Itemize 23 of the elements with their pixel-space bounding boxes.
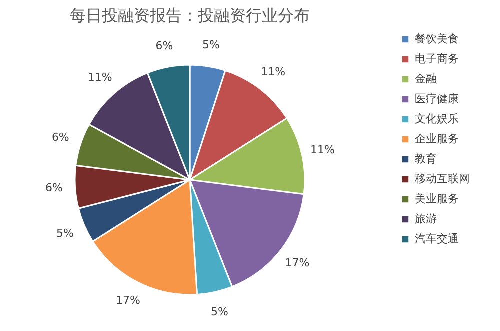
- data-label: 6%: [52, 130, 70, 144]
- data-label: 5%: [210, 306, 228, 319]
- legend-label: 移动互联网: [415, 172, 470, 186]
- data-label: 17%: [116, 294, 140, 308]
- legend-label: 美业服务: [415, 192, 459, 206]
- data-label: 17%: [285, 256, 310, 270]
- data-label: 11%: [310, 143, 335, 156]
- legend-label: 金融: [415, 72, 437, 86]
- legend-label: 汽车交通: [415, 232, 459, 246]
- data-label: 6%: [156, 39, 174, 52]
- legend-label: 旅游: [415, 212, 437, 226]
- data-label: 11%: [88, 70, 112, 84]
- legend-label: 文化娱乐: [415, 112, 459, 126]
- data-label: 11%: [261, 66, 286, 79]
- legend-label: 教育: [415, 152, 437, 166]
- legend-label: 电子商务: [415, 52, 459, 66]
- data-label: 5%: [202, 38, 220, 52]
- data-label: 5%: [56, 227, 74, 240]
- legend-label: 医疗健康: [415, 92, 459, 106]
- legend-label: 餐饮美食: [415, 32, 459, 46]
- chart-title: 每日投融资报告：投融资行业分布: [70, 6, 310, 25]
- legend-label: 企业服务: [415, 132, 459, 146]
- data-label: 6%: [46, 182, 63, 195]
